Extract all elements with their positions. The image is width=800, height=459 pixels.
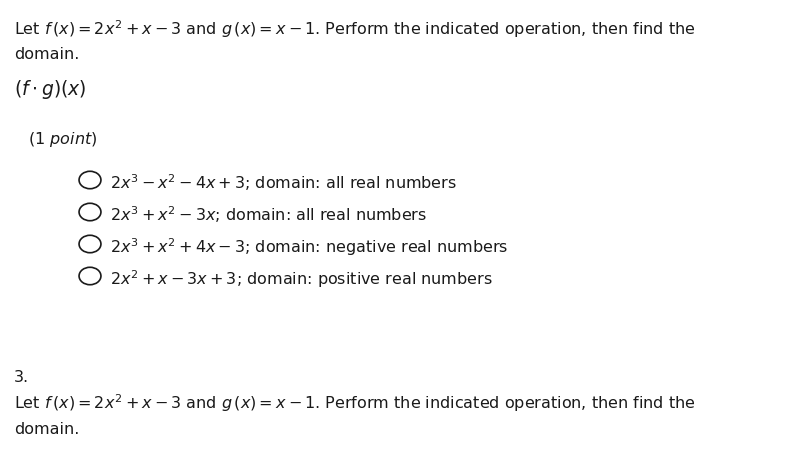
Text: $(1\ point)$: $(1\ point)$ bbox=[28, 130, 98, 149]
Text: $2x^3-x^2-4x+3$; domain: all real numbers: $2x^3-x^2-4x+3$; domain: all real number… bbox=[110, 172, 457, 193]
Text: $2x^2+x-3x+3$; domain: positive real numbers: $2x^2+x-3x+3$; domain: positive real num… bbox=[110, 268, 493, 290]
Text: Let $f\,(x)=2x^2+x-3$ and $g\,(x)=x-1$. Perform the indicated operation, then fi: Let $f\,(x)=2x^2+x-3$ and $g\,(x)=x-1$. … bbox=[14, 392, 695, 414]
Text: $2x^3+x^2+4x-3$; domain: negative real numbers: $2x^3+x^2+4x-3$; domain: negative real n… bbox=[110, 236, 508, 257]
Text: domain.: domain. bbox=[14, 422, 79, 437]
Text: domain.: domain. bbox=[14, 47, 79, 62]
Text: 3.: 3. bbox=[14, 370, 29, 385]
Text: $2x^3+x^2-3x$; domain: all real numbers: $2x^3+x^2-3x$; domain: all real numbers bbox=[110, 204, 427, 225]
Text: Let $f\,(x)=2x^2+x-3$ and $g\,(x)=x-1$. Perform the indicated operation, then fi: Let $f\,(x)=2x^2+x-3$ and $g\,(x)=x-1$. … bbox=[14, 18, 695, 39]
Text: $(f\cdot g)(x)$: $(f\cdot g)(x)$ bbox=[14, 78, 86, 101]
